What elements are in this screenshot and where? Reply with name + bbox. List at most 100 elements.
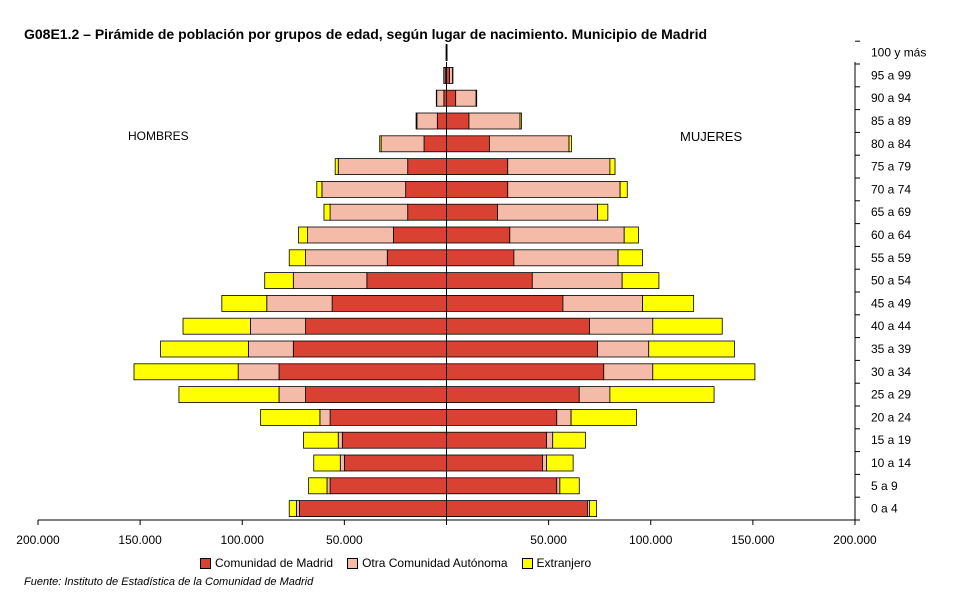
bar-women-1 xyxy=(446,363,605,381)
bar-men-2 xyxy=(266,294,333,312)
x-tick-label: 150.000 xyxy=(118,533,162,547)
y-tick-label: 75 a 79 xyxy=(871,160,911,174)
bar-men-2 xyxy=(319,408,331,426)
bar-women-3 xyxy=(642,294,695,312)
y-tick-label: 70 a 74 xyxy=(871,182,911,196)
y-tick-label: 5 a 9 xyxy=(871,479,898,493)
bar-women-3 xyxy=(609,158,616,176)
bar-women-3 xyxy=(589,500,598,518)
bar-men-3 xyxy=(260,408,321,426)
y-tick-label: 55 a 59 xyxy=(871,251,911,265)
bar-men-2 xyxy=(292,272,368,290)
x-tick-label: 200.000 xyxy=(833,533,877,547)
bar-women-2 xyxy=(455,89,477,107)
bar-men-2 xyxy=(278,386,306,404)
bar-women-1 xyxy=(446,180,509,198)
bar-women-1 xyxy=(446,340,599,358)
bar-women-1 xyxy=(446,294,564,312)
y-tick-label: 15 a 19 xyxy=(871,433,911,447)
legend: Comunidad de Madrid Otra Comunidad Autón… xyxy=(200,556,605,570)
y-tick-label: 100 y más xyxy=(871,46,926,60)
bar-women-1 xyxy=(446,249,515,267)
bar-men-3 xyxy=(221,294,268,312)
bar-women-3 xyxy=(609,386,715,404)
chart-title: G08E1.2 – Pirámide de población por grup… xyxy=(24,26,708,42)
bar-women-3 xyxy=(619,180,628,198)
bar-men-1 xyxy=(305,386,447,404)
x-tick-label: 100.000 xyxy=(629,533,673,547)
bar-women-2 xyxy=(556,408,572,426)
bar-women-3 xyxy=(621,272,660,290)
legend-swatch xyxy=(521,557,533,569)
bar-women-1 xyxy=(446,203,498,221)
bar-women-2 xyxy=(497,203,599,221)
x-tick-label: 150.000 xyxy=(731,533,775,547)
bar-women-1 xyxy=(446,386,580,404)
y-tick-label: 0 a 4 xyxy=(871,502,898,516)
bar-men-1 xyxy=(407,158,447,176)
bar-men-2 xyxy=(307,226,394,244)
bar-men-2 xyxy=(337,158,409,176)
mujeres-label: MUJERES xyxy=(680,129,742,144)
bar-men-1 xyxy=(329,477,447,495)
y-tick-label: 90 a 94 xyxy=(871,91,911,105)
bar-men-2 xyxy=(295,500,300,518)
bar-women-2 xyxy=(542,454,547,472)
bar-men-2 xyxy=(337,431,343,449)
x-tick-label: 50.000 xyxy=(326,533,363,547)
bar-women-1 xyxy=(446,431,547,449)
bar-women-1 xyxy=(446,454,543,472)
bar-men-3 xyxy=(323,203,331,221)
bar-men-3 xyxy=(298,226,309,244)
bar-women-1 xyxy=(446,477,558,495)
y-tick-label: 35 a 39 xyxy=(871,342,911,356)
bar-women-1 xyxy=(446,500,588,518)
bar-men-2 xyxy=(416,112,438,130)
legend-label: Extranjero xyxy=(536,556,592,570)
source-note: Fuente: Instituto de Estadística de la C… xyxy=(24,576,314,588)
bar-men-2 xyxy=(250,317,306,335)
bar-women-2 xyxy=(562,294,643,312)
bar-women-2 xyxy=(531,272,623,290)
y-tick-label: 80 a 84 xyxy=(871,137,911,151)
y-tick-label: 65 a 69 xyxy=(871,205,911,219)
y-tick-label: 60 a 64 xyxy=(871,228,911,242)
bar-men-3 xyxy=(303,431,339,449)
bar-women-3 xyxy=(617,249,643,267)
bar-men-2 xyxy=(247,340,294,358)
bar-men-3 xyxy=(182,317,251,335)
bar-women-2 xyxy=(468,112,521,130)
y-tick-label: 50 a 54 xyxy=(871,274,911,288)
bar-women-2 xyxy=(603,363,654,381)
bar-women-2 xyxy=(513,249,619,267)
bar-men-3 xyxy=(379,135,382,153)
bar-men-1 xyxy=(305,317,447,335)
bar-women-1 xyxy=(446,112,470,130)
x-tick-label: 50.000 xyxy=(530,533,567,547)
bar-men-1 xyxy=(292,340,447,358)
bar-men-3 xyxy=(415,112,418,130)
bar-women-1 xyxy=(446,158,509,176)
bar-men-1 xyxy=(331,294,447,312)
bar-men-2 xyxy=(339,454,345,472)
bar-women-1 xyxy=(446,272,533,290)
y-tick-label: 40 a 44 xyxy=(871,319,911,333)
bar-women-3 xyxy=(568,135,572,153)
bar-women-3 xyxy=(552,431,586,449)
bar-women-2 xyxy=(578,386,611,404)
bar-women-3 xyxy=(475,89,478,107)
bar-women-3 xyxy=(546,454,574,472)
y-tick-label: 20 a 24 xyxy=(871,410,911,424)
bar-men-1 xyxy=(341,431,447,449)
hombres-label: HOMBRES xyxy=(128,129,189,143)
y-tick-label: 25 a 29 xyxy=(871,388,911,402)
bar-women-3 xyxy=(559,477,580,495)
bars-group xyxy=(133,44,756,518)
axes-group: 200.000 150.000 100.000 50.000 50.000 100.000… xyxy=(16,40,926,547)
bar-men-2 xyxy=(326,477,331,495)
bar-women-2 xyxy=(597,340,650,358)
bar-men-3 xyxy=(264,272,294,290)
bar-women-2 xyxy=(509,226,625,244)
bar-men-3 xyxy=(308,477,328,495)
y-tick-label: 95 a 99 xyxy=(871,68,911,82)
